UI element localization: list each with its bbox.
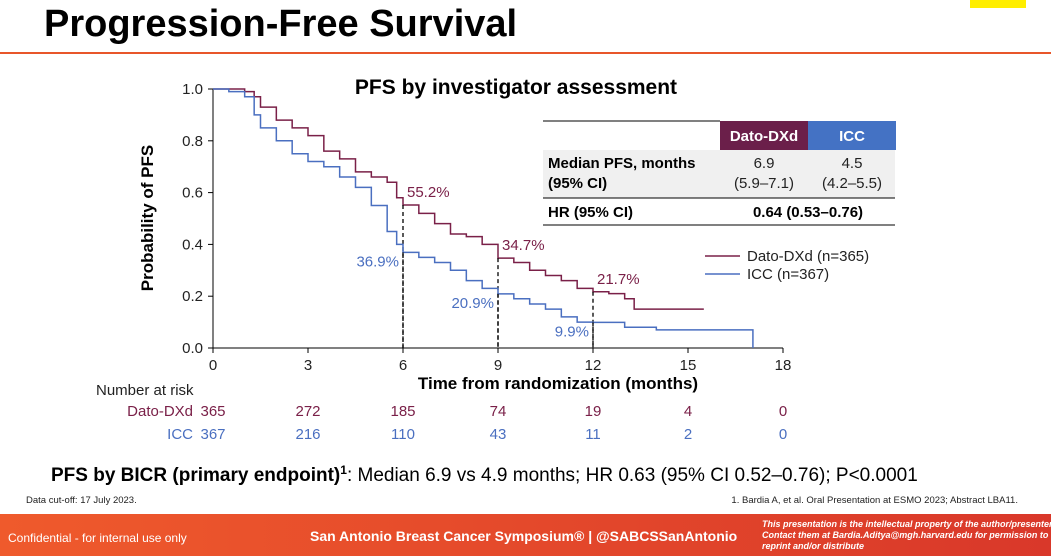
milestone-label: 20.9%	[451, 295, 494, 312]
table-header: Dato-DXd	[730, 128, 798, 145]
y-tick-label: 0.0	[182, 340, 203, 357]
disclaimer: This presentation is the intellectual pr…	[762, 519, 1051, 529]
risk-value: 365	[200, 403, 225, 420]
table-cell: 4.5	[842, 155, 863, 172]
slide-title: Progression-Free Survival	[44, 3, 517, 45]
table-cell: 0.64 (0.53–0.76)	[753, 204, 863, 221]
bicr-label: PFS by BICR (primary endpoint)	[51, 465, 340, 486]
table-cell: 6.9	[754, 155, 775, 172]
risk-value: 2	[684, 426, 692, 443]
disclaimer: Contact them at Bardia.Aditya@mgh.harvar…	[762, 530, 1049, 540]
risk-value: 216	[295, 426, 320, 443]
milestone-label: 55.2%	[407, 184, 450, 201]
table-cell: (4.2–5.5)	[822, 175, 882, 192]
x-tick-label: 12	[585, 357, 602, 374]
y-tick-label: 0.6	[182, 185, 203, 202]
risk-row-label: Dato-DXd	[127, 403, 193, 420]
y-axis-label: Probability of PFS	[138, 145, 157, 291]
risk-value: 19	[585, 403, 602, 420]
legend-label: ICC (n=367)	[747, 266, 829, 283]
y-tick-label: 0.8	[182, 133, 203, 150]
row-label: HR (95% CI)	[548, 204, 633, 221]
row-label: (95% CI)	[548, 175, 607, 192]
bicr-statement: PFS by BICR (primary endpoint)1: Median …	[51, 463, 918, 486]
risk-title: Number at risk	[96, 382, 194, 399]
legend-label: Dato-DXd (n=365)	[747, 248, 869, 265]
table-header-cell	[808, 121, 896, 150]
bicr-footnote: 1	[340, 463, 347, 477]
risk-value: 43	[490, 426, 507, 443]
x-tick-label: 9	[494, 357, 502, 374]
table-body	[543, 150, 895, 198]
disclaimer: reprint and/or distribute	[762, 541, 864, 551]
milestone-label: 36.9%	[356, 253, 399, 270]
y-tick-label: 1.0	[182, 81, 203, 98]
corner-marker	[970, 0, 1026, 8]
risk-value: 185	[390, 403, 415, 420]
risk-value: 272	[295, 403, 320, 420]
risk-value: 11	[585, 426, 601, 443]
survival-curve	[213, 88, 754, 348]
chart-title: PFS by investigator assessment	[355, 76, 677, 99]
risk-value: 4	[684, 403, 692, 420]
table-cell: (5.9–7.1)	[734, 175, 794, 192]
x-axis-label: Time from randomization (months)	[418, 374, 698, 393]
y-tick-label: 0.2	[182, 288, 203, 305]
x-tick-label: 0	[209, 357, 217, 374]
risk-value: 0	[779, 426, 787, 443]
milestone-label: 34.7%	[502, 237, 545, 254]
y-tick-label: 0.4	[182, 236, 203, 253]
symposium: San Antonio Breast Cancer Symposium® | @…	[310, 528, 737, 544]
table-header-cell	[720, 121, 808, 150]
risk-row-label: ICC	[167, 426, 193, 443]
row-label: Median PFS, months	[548, 155, 696, 172]
x-tick-label: 3	[304, 357, 312, 374]
survival-curve	[213, 88, 704, 310]
x-tick-label: 18	[775, 357, 792, 374]
milestone-label: 21.7%	[597, 271, 640, 288]
bicr-text: : Median 6.9 vs 4.9 months; HR 0.63 (95%…	[347, 465, 918, 486]
data-cutoff: Data cut-off: 17 July 2023.	[26, 495, 137, 506]
milestone-label: 9.9%	[555, 323, 589, 340]
table-header: ICC	[839, 128, 865, 145]
x-tick-label: 15	[680, 357, 697, 374]
risk-value: 0	[779, 403, 787, 420]
footer-band	[0, 514, 1051, 556]
risk-value: 74	[490, 403, 507, 420]
risk-value: 367	[200, 426, 225, 443]
reference: 1. Bardia A, et al. Oral Presentation at…	[731, 495, 1018, 506]
confidential: Confidential - for internal use only	[8, 531, 187, 545]
x-tick-label: 6	[399, 357, 407, 374]
risk-value: 110	[391, 426, 415, 443]
